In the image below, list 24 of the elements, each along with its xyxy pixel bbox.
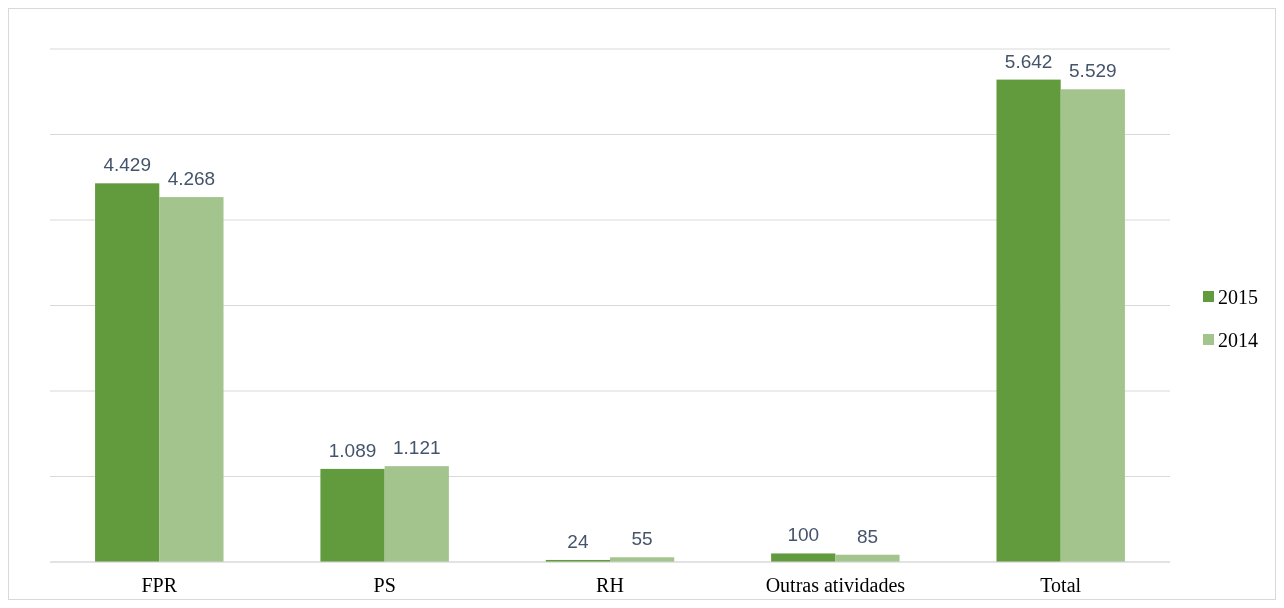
- x-tick-label: FPR: [141, 574, 178, 596]
- bar: [320, 468, 385, 562]
- x-tick-label: Total: [1040, 574, 1082, 596]
- legend-label: 2015: [1218, 286, 1258, 308]
- bar: [95, 183, 160, 562]
- bar: [159, 197, 224, 562]
- data-label: 1.089: [328, 439, 377, 461]
- data-label: 5.642: [1004, 50, 1053, 72]
- data-label: 85: [856, 525, 879, 547]
- data-label: 4.268: [167, 168, 216, 190]
- x-tick-label: PS: [373, 574, 396, 596]
- data-label: 55: [631, 528, 653, 550]
- data-label: 100: [787, 524, 820, 546]
- x-tick-label: Outras atividades: [765, 574, 906, 596]
- bar: [771, 553, 836, 562]
- data-label: 4.429: [103, 154, 151, 176]
- legend-label: 2014: [1218, 329, 1258, 351]
- x-tick-label: RH: [596, 574, 624, 596]
- data-label: 5.529: [1069, 60, 1117, 82]
- bar: [384, 466, 449, 562]
- bar: [1060, 89, 1125, 562]
- data-label: 24: [567, 530, 589, 552]
- bar: [996, 79, 1061, 562]
- data-label: 1.121: [392, 437, 441, 459]
